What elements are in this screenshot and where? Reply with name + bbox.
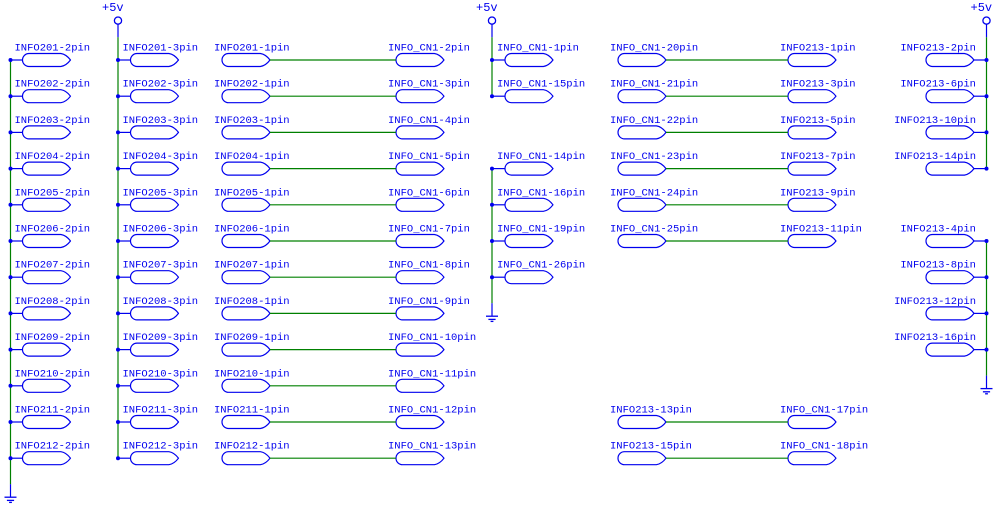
svg-text:INFO_CN1-8pin: INFO_CN1-8pin bbox=[388, 260, 470, 272]
svg-text:INFO_CN1-24pin: INFO_CN1-24pin bbox=[610, 187, 698, 199]
svg-text:INFO205-1pin: INFO205-1pin bbox=[214, 187, 290, 199]
svg-text:INFO_CN1-16pin: INFO_CN1-16pin bbox=[497, 187, 585, 199]
svg-text:INFO213-8pin: INFO213-8pin bbox=[900, 260, 976, 272]
svg-text:INFO_CN1-18pin: INFO_CN1-18pin bbox=[780, 441, 868, 453]
svg-text:INFO_CN1-10pin: INFO_CN1-10pin bbox=[388, 332, 476, 344]
svg-text:INFO210-1pin: INFO210-1pin bbox=[214, 368, 290, 380]
svg-text:INFO201-2pin: INFO201-2pin bbox=[15, 43, 91, 55]
svg-text:INFO201-1pin: INFO201-1pin bbox=[214, 43, 290, 55]
svg-text:INFO210-3pin: INFO210-3pin bbox=[123, 368, 199, 380]
svg-text:INFO_CN1-13pin: INFO_CN1-13pin bbox=[388, 441, 476, 453]
svg-text:INFO203-3pin: INFO203-3pin bbox=[123, 115, 199, 127]
svg-text:INFO_CN1-22pin: INFO_CN1-22pin bbox=[610, 115, 698, 127]
svg-text:INFO_CN1-12pin: INFO_CN1-12pin bbox=[388, 405, 476, 417]
svg-text:INFO_CN1-14pin: INFO_CN1-14pin bbox=[497, 151, 585, 163]
svg-text:INFO210-2pin: INFO210-2pin bbox=[15, 368, 91, 380]
svg-text:INFO_CN1-9pin: INFO_CN1-9pin bbox=[388, 296, 470, 308]
svg-text:INFO213-13pin: INFO213-13pin bbox=[610, 405, 692, 417]
svg-text:INFO213-7pin: INFO213-7pin bbox=[780, 151, 856, 163]
svg-text:INFO208-3pin: INFO208-3pin bbox=[123, 296, 199, 308]
svg-text:INFO213-16pin: INFO213-16pin bbox=[894, 332, 976, 344]
svg-text:INFO212-1pin: INFO212-1pin bbox=[214, 441, 290, 453]
svg-text:INFO207-3pin: INFO207-3pin bbox=[123, 260, 199, 272]
svg-text:INFO206-1pin: INFO206-1pin bbox=[214, 224, 290, 236]
svg-text:INFO213-14pin: INFO213-14pin bbox=[894, 151, 976, 163]
svg-text:INFO_CN1-5pin: INFO_CN1-5pin bbox=[388, 151, 470, 163]
svg-text:INFO213-5pin: INFO213-5pin bbox=[780, 115, 856, 127]
svg-text:INFO204-1pin: INFO204-1pin bbox=[214, 151, 290, 163]
svg-text:INFO207-1pin: INFO207-1pin bbox=[214, 260, 290, 272]
svg-text:INFO_CN1-3pin: INFO_CN1-3pin bbox=[388, 79, 470, 91]
svg-text:INFO_CN1-23pin: INFO_CN1-23pin bbox=[610, 151, 698, 163]
svg-text:INFO202-2pin: INFO202-2pin bbox=[15, 79, 91, 91]
svg-text:INFO_CN1-19pin: INFO_CN1-19pin bbox=[497, 224, 585, 236]
svg-text:INFO209-1pin: INFO209-1pin bbox=[214, 332, 290, 344]
svg-text:+5v: +5v bbox=[102, 1, 124, 15]
svg-text:INFO204-3pin: INFO204-3pin bbox=[123, 151, 199, 163]
svg-text:INFO_CN1-1pin: INFO_CN1-1pin bbox=[497, 43, 579, 55]
svg-text:INFO202-3pin: INFO202-3pin bbox=[123, 79, 199, 91]
svg-text:INFO213-9pin: INFO213-9pin bbox=[780, 187, 856, 199]
svg-text:INFO_CN1-15pin: INFO_CN1-15pin bbox=[497, 79, 585, 91]
svg-text:INFO_CN1-11pin: INFO_CN1-11pin bbox=[388, 368, 476, 380]
svg-text:+5v: +5v bbox=[476, 1, 498, 15]
svg-text:+5v: +5v bbox=[971, 1, 993, 15]
svg-text:INFO209-2pin: INFO209-2pin bbox=[15, 332, 91, 344]
svg-text:INFO213-1pin: INFO213-1pin bbox=[780, 43, 856, 55]
svg-text:INFO_CN1-2pin: INFO_CN1-2pin bbox=[388, 43, 470, 55]
svg-text:INFO201-3pin: INFO201-3pin bbox=[123, 43, 199, 55]
svg-text:INFO209-3pin: INFO209-3pin bbox=[123, 332, 199, 344]
svg-text:INFO205-3pin: INFO205-3pin bbox=[123, 187, 199, 199]
svg-text:INFO213-10pin: INFO213-10pin bbox=[894, 115, 976, 127]
svg-text:INFO202-1pin: INFO202-1pin bbox=[214, 79, 290, 91]
svg-text:INFO_CN1-26pin: INFO_CN1-26pin bbox=[497, 260, 585, 272]
svg-text:INFO208-1pin: INFO208-1pin bbox=[214, 296, 290, 308]
svg-text:INFO206-3pin: INFO206-3pin bbox=[123, 224, 199, 236]
svg-text:INFO204-2pin: INFO204-2pin bbox=[15, 151, 91, 163]
svg-text:INFO211-3pin: INFO211-3pin bbox=[123, 405, 199, 417]
svg-text:INFO207-2pin: INFO207-2pin bbox=[15, 260, 91, 272]
svg-text:INFO213-15pin: INFO213-15pin bbox=[610, 441, 692, 453]
svg-text:INFO203-1pin: INFO203-1pin bbox=[214, 115, 290, 127]
svg-text:INFO211-2pin: INFO211-2pin bbox=[15, 405, 91, 417]
svg-text:INFO206-2pin: INFO206-2pin bbox=[15, 224, 91, 236]
svg-text:INFO213-6pin: INFO213-6pin bbox=[900, 79, 976, 91]
svg-text:INFO203-2pin: INFO203-2pin bbox=[15, 115, 91, 127]
svg-text:INFO211-1pin: INFO211-1pin bbox=[214, 405, 290, 417]
svg-text:INFO_CN1-6pin: INFO_CN1-6pin bbox=[388, 187, 470, 199]
svg-text:INFO_CN1-17pin: INFO_CN1-17pin bbox=[780, 405, 868, 417]
svg-text:INFO_CN1-4pin: INFO_CN1-4pin bbox=[388, 115, 470, 127]
svg-text:INFO212-2pin: INFO212-2pin bbox=[15, 441, 91, 453]
svg-text:INFO208-2pin: INFO208-2pin bbox=[15, 296, 91, 308]
svg-text:INFO213-11pin: INFO213-11pin bbox=[780, 224, 862, 236]
svg-text:INFO213-3pin: INFO213-3pin bbox=[780, 79, 856, 91]
svg-text:INFO212-3pin: INFO212-3pin bbox=[123, 441, 199, 453]
svg-text:INFO_CN1-20pin: INFO_CN1-20pin bbox=[610, 43, 698, 55]
svg-text:INFO213-4pin: INFO213-4pin bbox=[900, 224, 976, 236]
svg-text:INFO_CN1-21pin: INFO_CN1-21pin bbox=[610, 79, 698, 91]
svg-text:INFO213-2pin: INFO213-2pin bbox=[900, 43, 976, 55]
svg-text:INFO_CN1-7pin: INFO_CN1-7pin bbox=[388, 224, 470, 236]
svg-text:INFO205-2pin: INFO205-2pin bbox=[15, 187, 91, 199]
svg-text:INFO_CN1-25pin: INFO_CN1-25pin bbox=[610, 224, 698, 236]
svg-text:INFO213-12pin: INFO213-12pin bbox=[894, 296, 976, 308]
